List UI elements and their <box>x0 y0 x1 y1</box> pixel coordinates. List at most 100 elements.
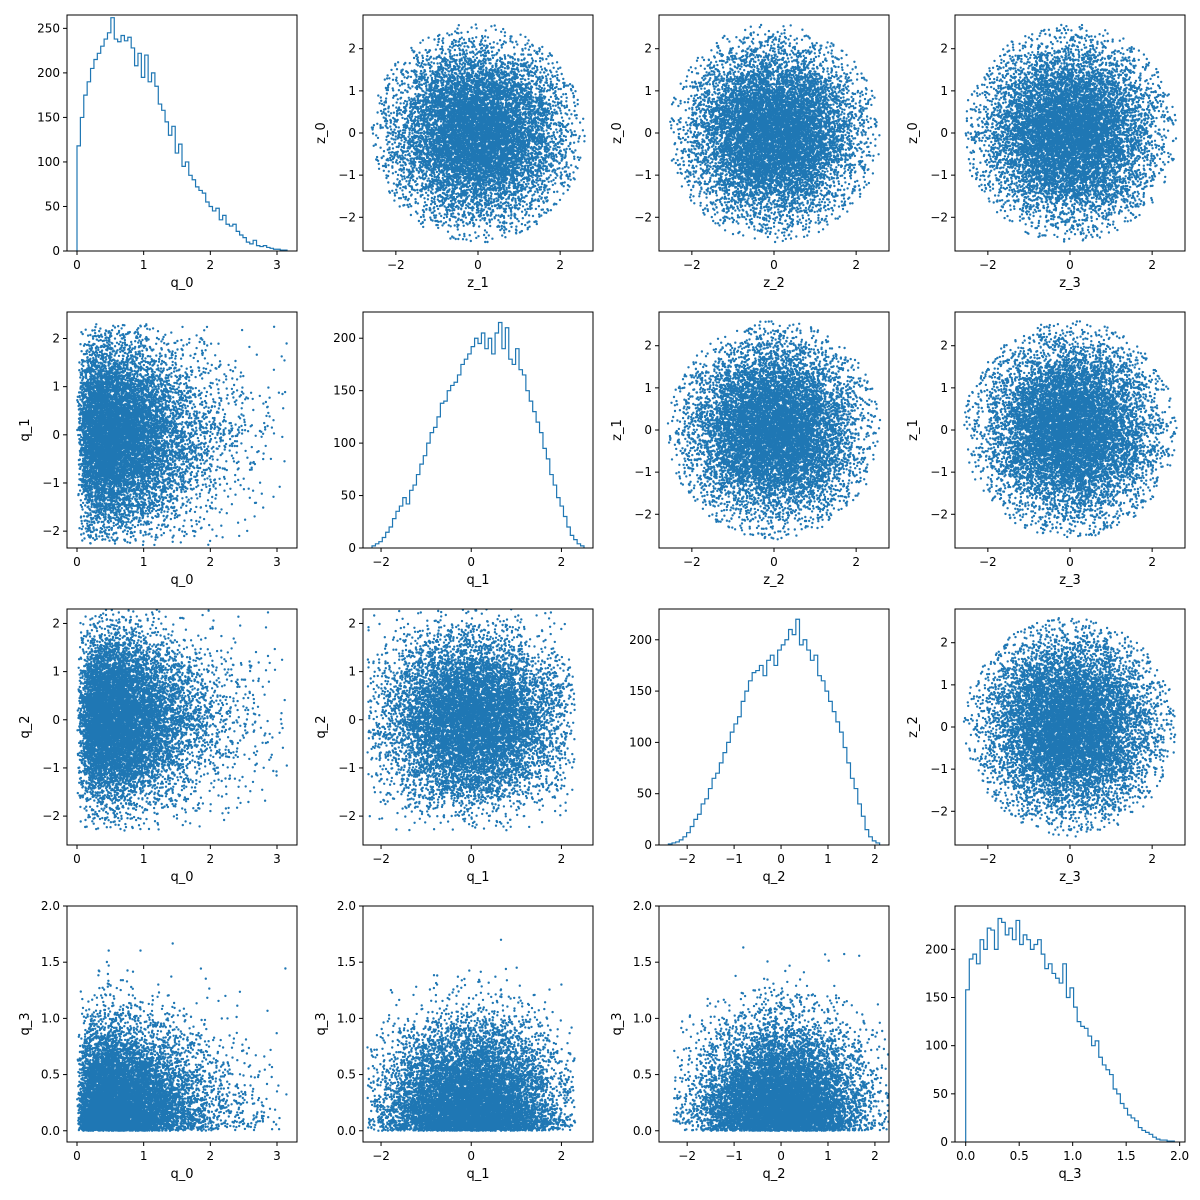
x-tick-label: 2 <box>558 852 566 866</box>
y-tick-label: −2 <box>930 507 948 521</box>
x-tick-label: 3 <box>273 852 281 866</box>
y-tick-label: 1 <box>940 381 948 395</box>
x-tick-label: 1 <box>140 852 148 866</box>
y-tick-label: 0 <box>940 126 948 140</box>
y-tick-label: 0.0 <box>337 1124 356 1138</box>
y-tick-label: 1.5 <box>337 955 356 969</box>
subplot-0-2: −2 0 2 −2 −1 0 1 2 z_2 z_0 <box>610 14 890 291</box>
x-tick-label: 0 <box>73 555 81 569</box>
y-tick-label: −1 <box>42 476 60 490</box>
x-tick-label: 0 <box>777 852 785 866</box>
y-tick-label: 2 <box>940 42 948 56</box>
histogram-step-line <box>371 321 585 548</box>
histogram-series <box>667 618 881 845</box>
y-tick-label: 0 <box>348 713 356 727</box>
subplot-0-1: −2 0 2 −2 −1 0 1 2 z_1 z_0 <box>314 14 594 291</box>
y-tick-label: 50 <box>45 199 60 213</box>
x-tick-label: −2 <box>678 852 696 866</box>
x-tick-label: 0 <box>467 852 475 866</box>
subplot-1-3: −2 0 2 −2 −1 0 1 2 z_3 z_1 <box>906 311 1186 588</box>
axes-frame <box>658 905 890 1143</box>
y-axis-label: q_2 <box>18 715 33 738</box>
y-tick-label: −1 <box>338 761 356 775</box>
y-tick-label: 2 <box>52 616 60 630</box>
y-tick-label: 2 <box>940 636 948 650</box>
x-axis-label: q_0 <box>170 1167 193 1182</box>
subplot-3-2: −2 −1 0 1 2 0.0 0.5 1.0 1.5 2.0 q_2 q_3 <box>610 899 890 1182</box>
x-tick-label: 0 <box>770 555 778 569</box>
x-tick-label: 0 <box>1066 258 1074 272</box>
y-tick-label: 1 <box>940 678 948 692</box>
scatter-series <box>76 323 288 547</box>
y-axis-label: q_3 <box>610 1012 625 1035</box>
y-tick-label: 50 <box>637 787 652 801</box>
subplot-3-1: −2 0 2 0.0 0.5 1.0 1.5 2.0 q_1 q_3 <box>314 899 594 1182</box>
x-tick-label: −2 <box>683 258 701 272</box>
histogram-step-line <box>965 917 1175 1142</box>
x-tick-label: −2 <box>979 852 997 866</box>
x-tick-label: 2.0 <box>1170 1149 1189 1163</box>
x-axis-label: q_2 <box>762 1167 785 1182</box>
y-tick-label: 1.5 <box>633 955 652 969</box>
scatter-points <box>366 938 577 1132</box>
x-tick-label: 2 <box>558 555 566 569</box>
y-tick-label: 0 <box>52 244 60 258</box>
x-tick-label: 1 <box>824 1149 832 1163</box>
y-tick-label: 0 <box>940 1135 948 1149</box>
x-tick-label: 2 <box>556 258 564 272</box>
y-tick-label: 50 <box>933 1087 948 1101</box>
scatter-series <box>76 609 288 832</box>
y-tick-label: 0 <box>644 126 652 140</box>
y-tick-label: −2 <box>42 524 60 538</box>
x-tick-label: −2 <box>372 555 390 569</box>
x-tick-label: 2 <box>852 555 860 569</box>
y-tick-label: −1 <box>634 168 652 182</box>
y-tick-label: 250 <box>37 21 60 35</box>
y-tick-label: 50 <box>341 489 356 503</box>
y-axis-label: z_2 <box>906 716 921 738</box>
y-tick-label: 2 <box>644 42 652 56</box>
y-tick-label: 100 <box>37 155 60 169</box>
x-tick-label: −2 <box>979 258 997 272</box>
y-tick-label: −2 <box>42 809 60 823</box>
scatter-series <box>370 23 586 244</box>
axes-frame <box>362 905 594 1143</box>
x-axis-label: z_2 <box>763 276 785 291</box>
y-tick-label: 0 <box>348 541 356 555</box>
x-tick-label: 2 <box>852 258 860 272</box>
x-tick-label: 0 <box>467 1149 475 1163</box>
y-tick-label: 1 <box>644 381 652 395</box>
x-tick-label: 2 <box>207 258 215 272</box>
y-tick-label: −2 <box>930 804 948 818</box>
y-axis-label: q_2 <box>314 715 329 738</box>
y-axis-label: q_3 <box>18 1012 33 1035</box>
y-axis-label: z_0 <box>906 122 921 144</box>
x-tick-label: 0 <box>1066 555 1074 569</box>
scatter-series <box>366 609 576 832</box>
y-tick-label: 1 <box>940 84 948 98</box>
scatter-series <box>669 23 881 244</box>
axes-frame <box>66 311 298 549</box>
y-tick-label: 1 <box>348 84 356 98</box>
y-tick-label: 150 <box>333 384 356 398</box>
x-tick-label: 0 <box>770 258 778 272</box>
y-tick-label: 0.5 <box>337 1068 356 1082</box>
x-tick-label: 3 <box>273 555 281 569</box>
x-tick-label: −2 <box>683 555 701 569</box>
y-tick-label: 1.0 <box>337 1011 356 1025</box>
subplot-3-0: 0 1 2 3 0.0 0.5 1.0 1.5 2.0 q_0 q_3 <box>18 899 298 1182</box>
scatter-points <box>963 320 1178 539</box>
scatter-series <box>964 23 1178 243</box>
y-tick-label: 2 <box>940 339 948 353</box>
x-tick-label: 0 <box>73 258 81 272</box>
y-tick-label: 150 <box>629 684 652 698</box>
scatter-points <box>666 320 882 541</box>
x-tick-label: 0 <box>73 1149 81 1163</box>
y-tick-label: 200 <box>629 633 652 647</box>
x-tick-label: 1 <box>140 258 148 272</box>
x-axis-label: q_0 <box>170 276 193 291</box>
x-axis-label: q_2 <box>762 870 785 885</box>
y-tick-label: 0.5 <box>41 1068 60 1082</box>
x-axis-label: q_3 <box>1058 1167 1081 1182</box>
